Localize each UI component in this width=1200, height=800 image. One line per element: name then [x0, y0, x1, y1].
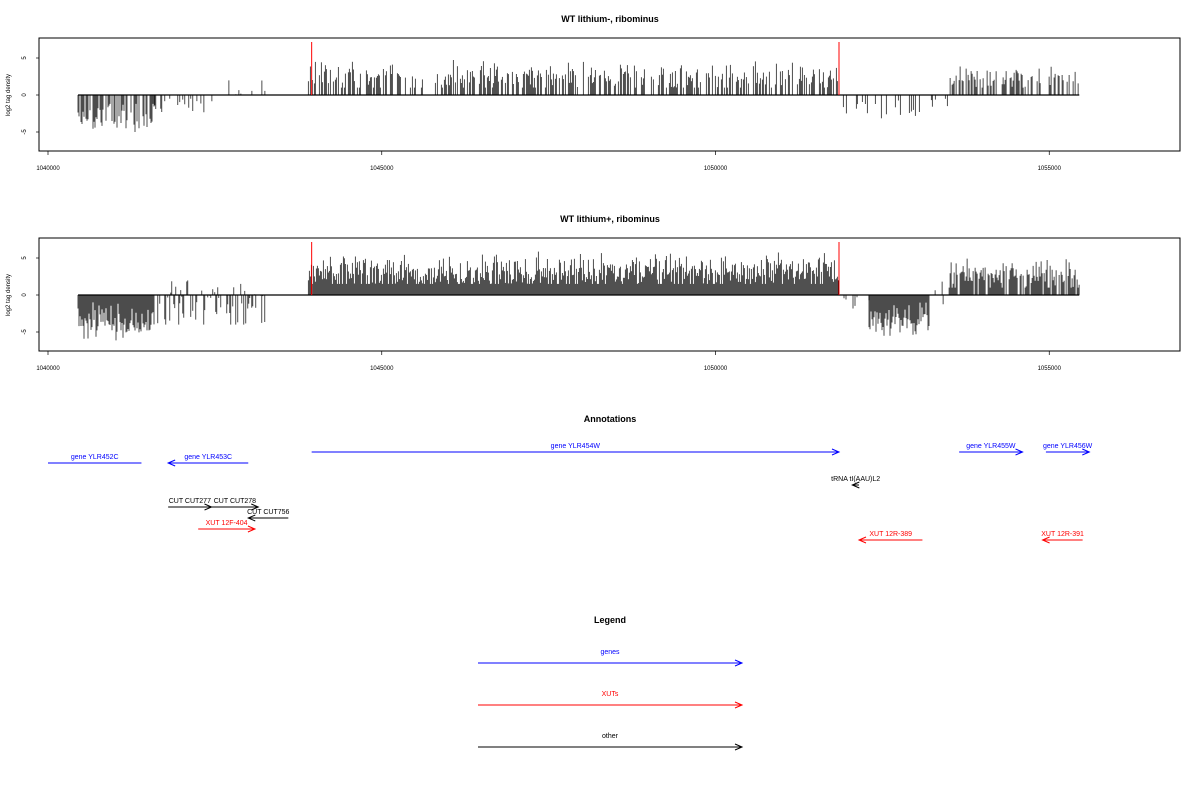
legend-label: XUTs: [602, 691, 619, 698]
x-tick-label: 1045000: [370, 366, 394, 372]
x-tick-label: 1055000: [1038, 366, 1062, 372]
arrow-head-icon: [734, 701, 744, 709]
feature-label: XUT 12R-391: [1041, 531, 1084, 538]
y-tick-label: 5: [22, 256, 28, 260]
feature-label: tRNA tI(AAU)L2: [831, 476, 880, 483]
feature-label: CUT CUT756: [247, 509, 289, 516]
arrow-head-icon: [1041, 536, 1050, 544]
x-tick-label: 1050000: [704, 366, 728, 372]
x-tick-label: 1055000: [1038, 166, 1062, 172]
feature-label: gene YLR455W: [966, 443, 1016, 450]
track-panel-lithium-minus: WT lithium-, ribominus log2 tag density …: [6, 14, 1181, 172]
y-tick-label: 5: [22, 56, 28, 60]
arrow-head-icon: [166, 459, 176, 467]
feature-label: gene YLR453C: [184, 454, 232, 461]
arrow-head-icon: [1015, 448, 1024, 456]
feature-label: CUT CUT277: [169, 498, 211, 505]
arrow-head-icon: [1082, 448, 1091, 456]
arrow-head-icon: [734, 743, 744, 751]
y-tick-label: -5: [22, 129, 28, 135]
legend-entries: genes XUTs other: [478, 649, 744, 751]
track-panel-lithium-plus: WT lithium+, ribominus log2 tag density …: [6, 214, 1181, 372]
feature-label: gene YLR456W: [1043, 443, 1093, 450]
feature-label: CUT CUT278: [214, 498, 256, 505]
tag-density-bars: [77, 251, 1080, 341]
axes: -5 0 5 1040000 1045000 1050000 1055000: [22, 242, 1080, 372]
y-axis-label: log2 tag density: [6, 274, 12, 316]
feature-label: XUT 12R-389: [869, 531, 912, 538]
x-tick-label: 1050000: [704, 166, 728, 172]
arrow-head-icon: [831, 448, 841, 456]
arrow-head-icon: [247, 525, 257, 533]
arrow-head-icon: [857, 536, 867, 544]
annotation-features: gene YLR452C gene YLR453C gene YLR454W gene…: [48, 443, 1093, 544]
arrow-head-icon: [251, 503, 260, 511]
arrow-head-icon: [851, 481, 860, 489]
panel-title: WT lithium+, ribominus: [560, 214, 660, 224]
legend-label: genes: [600, 649, 620, 656]
panel-title: WT lithium-, ribominus: [561, 14, 659, 24]
arrow-head-icon: [246, 514, 256, 522]
feature-label: XUT 12F-404: [206, 520, 248, 527]
annotations-title: Annotations: [584, 414, 637, 424]
tag-density-bars: [77, 60, 1079, 132]
y-tick-label: -5: [22, 329, 28, 335]
y-tick-label: 0: [22, 93, 28, 97]
feature-label: gene YLR454W: [551, 443, 601, 450]
y-axis-label: log2 tag density: [6, 74, 12, 116]
feature-label: gene YLR452C: [71, 454, 119, 461]
annotations-panel: Annotations gene YLR452C gene YLR453Cgene…: [48, 414, 1093, 544]
axes: -5 0 5 1040000 1045000 1050000 1055000: [22, 42, 1080, 172]
legend-label: other: [602, 733, 619, 740]
x-tick-label: 1045000: [370, 166, 394, 172]
y-tick-label: 0: [22, 293, 28, 297]
x-tick-label: 1040000: [36, 366, 60, 372]
x-tick-label: 1040000: [36, 166, 60, 172]
legend-panel: Legend genes XUTs other: [478, 615, 744, 751]
arrow-head-icon: [734, 659, 744, 667]
legend-title: Legend: [594, 615, 626, 625]
